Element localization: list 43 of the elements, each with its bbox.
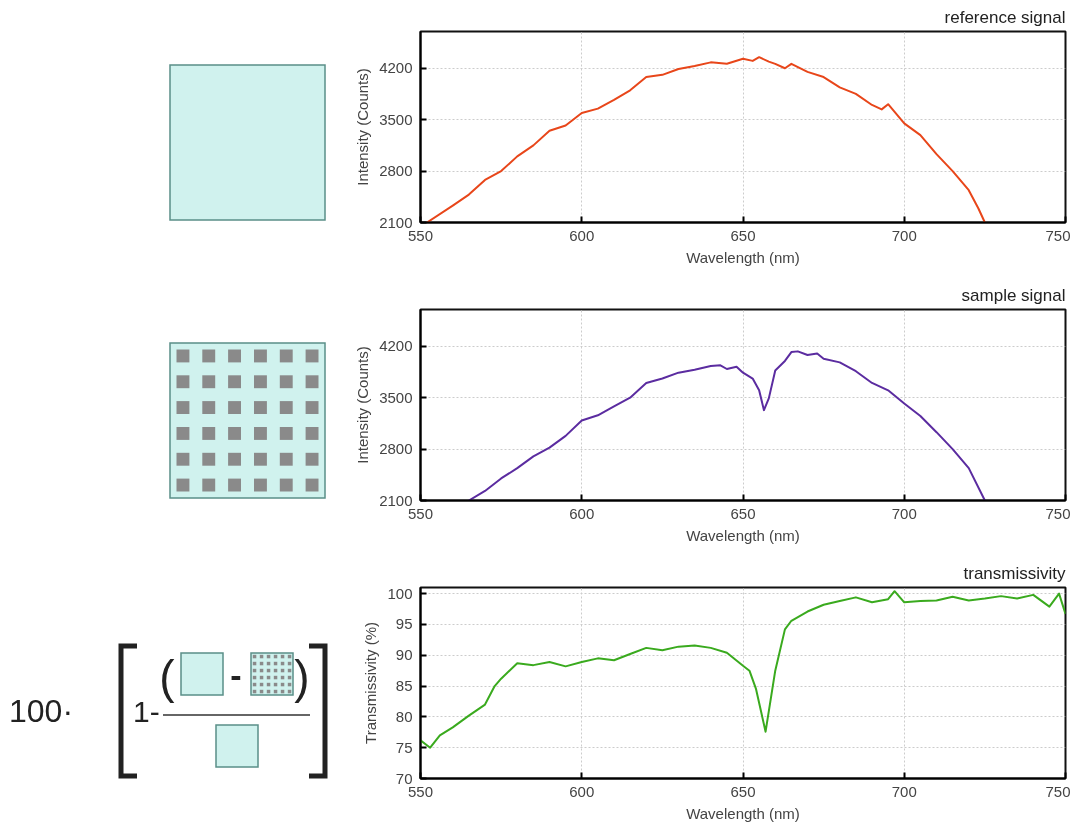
chart-title: sample signal [961, 285, 1066, 305]
y-tick-label: 4200 [379, 59, 413, 77]
x-tick-label: 700 [891, 226, 917, 244]
x-axis-title: Wavelength (nm) [686, 248, 800, 266]
y-tick-label: 90 [395, 646, 413, 664]
x-tick-label: 600 [569, 504, 595, 522]
chart-title: transmissivity [963, 563, 1066, 583]
x-tick-label: 600 [569, 782, 595, 800]
x-tick-label: 650 [730, 226, 756, 244]
x-tick-label: 650 [730, 782, 756, 800]
x-axis-title: Wavelength (nm) [686, 804, 800, 822]
chart-title: reference signal [944, 7, 1066, 27]
y-axis-title: Transmissivity (%) [362, 622, 380, 744]
text: ( [159, 651, 176, 703]
x-tick-label: 750 [1045, 782, 1071, 800]
y-tick-label: 2100 [379, 491, 413, 509]
text: - [230, 656, 242, 694]
x-tick-label: 650 [730, 504, 756, 522]
y-tick-label: 2800 [379, 440, 413, 458]
y-tick-label: 2100 [379, 213, 413, 231]
x-tick-label: 700 [891, 782, 917, 800]
text: 1- [133, 695, 160, 728]
x-tick-label: 600 [569, 226, 595, 244]
y-tick-label: 75 [395, 738, 413, 756]
y-axis-title: Intensity (Counts) [354, 346, 372, 464]
x-tick-label: 700 [891, 504, 917, 522]
text: 100· [9, 693, 74, 729]
y-tick-label: 100 [387, 584, 413, 602]
y-tick-label: 3500 [379, 388, 413, 406]
y-tick-label: 85 [395, 677, 413, 695]
x-tick-label: 750 [1045, 504, 1071, 522]
x-tick-label: 750 [1045, 226, 1071, 244]
y-axis-title: Intensity (Counts) [354, 68, 372, 186]
y-tick-label: 80 [395, 707, 413, 725]
y-tick-label: 3500 [379, 110, 413, 128]
line-series [425, 56, 986, 223]
y-tick-label: 4200 [379, 337, 413, 355]
y-tick-label: 70 [395, 769, 413, 787]
text: ) [294, 651, 310, 703]
line-series [467, 350, 986, 501]
y-tick-label: 2800 [379, 162, 413, 180]
y-tick-label: 95 [395, 615, 413, 633]
x-axis-title: Wavelength (nm) [686, 526, 800, 544]
